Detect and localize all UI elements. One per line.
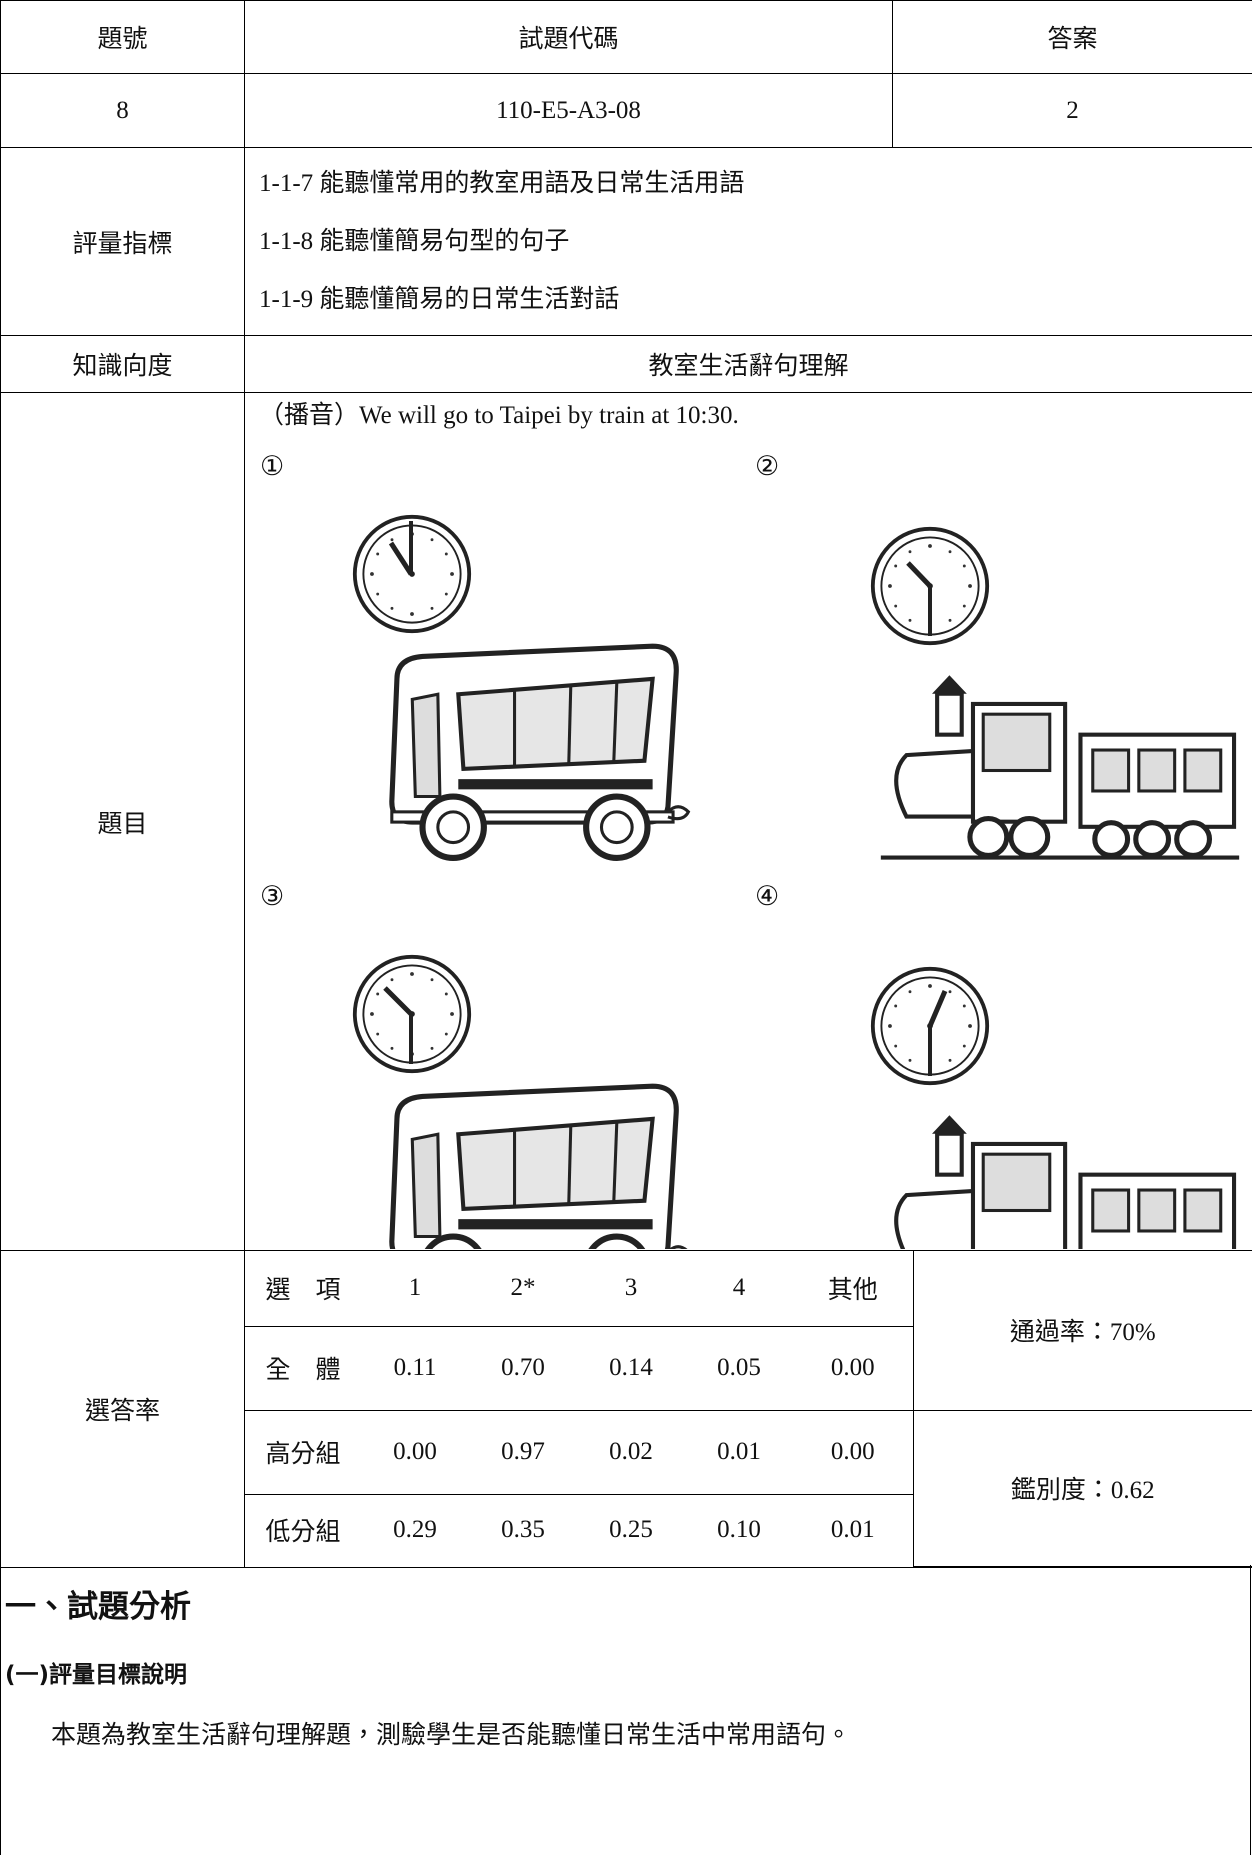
knowledge-value: 教室生活辭句理解 — [245, 336, 1252, 393]
indicator-list: 1-1-7 能聽懂常用的教室用語及日常生活用語 1-1-8 能聽懂簡易句型的句子… — [245, 148, 1252, 336]
rates-value: 0.01 — [685, 1410, 793, 1494]
rates-value: 0.00 — [793, 1326, 913, 1410]
question-prompt: （播音）We will go to Taipei by train at 10:… — [259, 395, 739, 431]
option-marker: ③ — [260, 881, 284, 912]
rates-value: 0.10 — [685, 1494, 793, 1566]
question-label: 題目 — [1, 393, 245, 1251]
rates-value: 0.97 — [469, 1410, 577, 1494]
option-marker: ① — [260, 451, 284, 482]
item-number: 8 — [1, 74, 245, 148]
rates-header-cell: 其他 — [793, 1251, 913, 1326]
indicator-label: 評量指標 — [1, 148, 245, 336]
rates-value: 0.29 — [361, 1494, 469, 1566]
rates-value: 0.25 — [577, 1494, 685, 1566]
discrimination: 鑑別度：0.62 — [913, 1410, 1252, 1566]
rates-value: 0.70 — [469, 1326, 577, 1410]
rates-header-cell: 選 項 — [245, 1251, 361, 1326]
illustrations — [245, 393, 1251, 1249]
indicator: 1-1-9 能聽懂簡易的日常生活對話 — [259, 271, 1252, 329]
knowledge-row: 知識向度 教室生活辭句理解 — [1, 336, 1252, 393]
header-row: 題號 試題代碼 答案 — [1, 1, 1252, 74]
rates-label: 選答率 — [1, 1251, 245, 1568]
rates-group: 全 體 — [245, 1326, 361, 1410]
rates-value: 0.14 — [577, 1326, 685, 1410]
rates-group: 低分組 — [245, 1494, 361, 1566]
header-cell: 試題代碼 — [245, 1, 893, 74]
section-body: 本題為教室生活辭句理解題，測驗學生是否能聽懂日常生活中常用語句。 — [51, 1715, 851, 1751]
rates-value: 0.05 — [685, 1326, 793, 1410]
analysis-section: 一、試題分析 (一)評量目標說明 本題為教室生活辭句理解題，測驗學生是否能聽懂日… — [0, 1565, 1251, 1855]
item-code: 110-E5-A3-08 — [245, 74, 893, 148]
rates-header-cell: 2* — [469, 1251, 577, 1326]
section-heading: 一、試題分析 — [5, 1581, 191, 1626]
rates-value: 0.11 — [361, 1326, 469, 1410]
indicator: 1-1-7 能聽懂常用的教室用語及日常生活用語 — [259, 155, 1252, 213]
knowledge-label: 知識向度 — [1, 336, 245, 393]
question-row: 題目 — [1, 393, 1252, 1251]
option-marker: ② — [755, 451, 779, 482]
pass-rate: 通過率：70% — [913, 1251, 1252, 1410]
rates-header-cell: 4 — [685, 1251, 793, 1326]
rates-group: 高分組 — [245, 1410, 361, 1494]
rates-value: 0.00 — [793, 1410, 913, 1494]
rates-value: 0.00 — [361, 1410, 469, 1494]
header-cell: 答案 — [893, 1, 1252, 74]
item-row: 8 110-E5-A3-08 2 — [1, 74, 1252, 148]
section-subheading: (一)評量目標說明 — [5, 1655, 187, 1689]
rates-header-cell: 1 — [361, 1251, 469, 1326]
item-table: 題號 試題代碼 答案 8 110-E5-A3-08 2 評量指標 1-1-7 能… — [0, 0, 1252, 1568]
rates-value: 0.35 — [469, 1494, 577, 1566]
rates-value: 0.02 — [577, 1410, 685, 1494]
rates-value: 0.01 — [793, 1494, 913, 1566]
header-cell: 題號 — [1, 1, 245, 74]
rates-header-cell: 3 — [577, 1251, 685, 1326]
indicator-row: 評量指標 1-1-7 能聽懂常用的教室用語及日常生活用語 1-1-8 能聽懂簡易… — [1, 148, 1252, 336]
item-answer: 2 — [893, 74, 1252, 148]
option-marker: ④ — [755, 881, 779, 912]
indicator: 1-1-8 能聽懂簡易句型的句子 — [259, 213, 1252, 271]
question-cell: （播音）We will go to Taipei by train at 10:… — [245, 393, 1252, 1251]
